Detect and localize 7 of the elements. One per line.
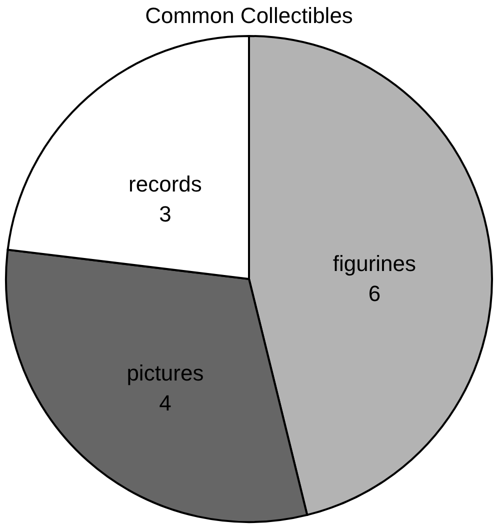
chart-title: Common Collectibles [145, 3, 353, 28]
slice-label: pictures [126, 360, 204, 386]
data-label: 4 [159, 390, 172, 416]
slice-label: records [128, 171, 202, 196]
data-label: 6 [368, 280, 381, 306]
data-label: 3 [159, 201, 172, 226]
slice-label: figurines [332, 250, 416, 276]
